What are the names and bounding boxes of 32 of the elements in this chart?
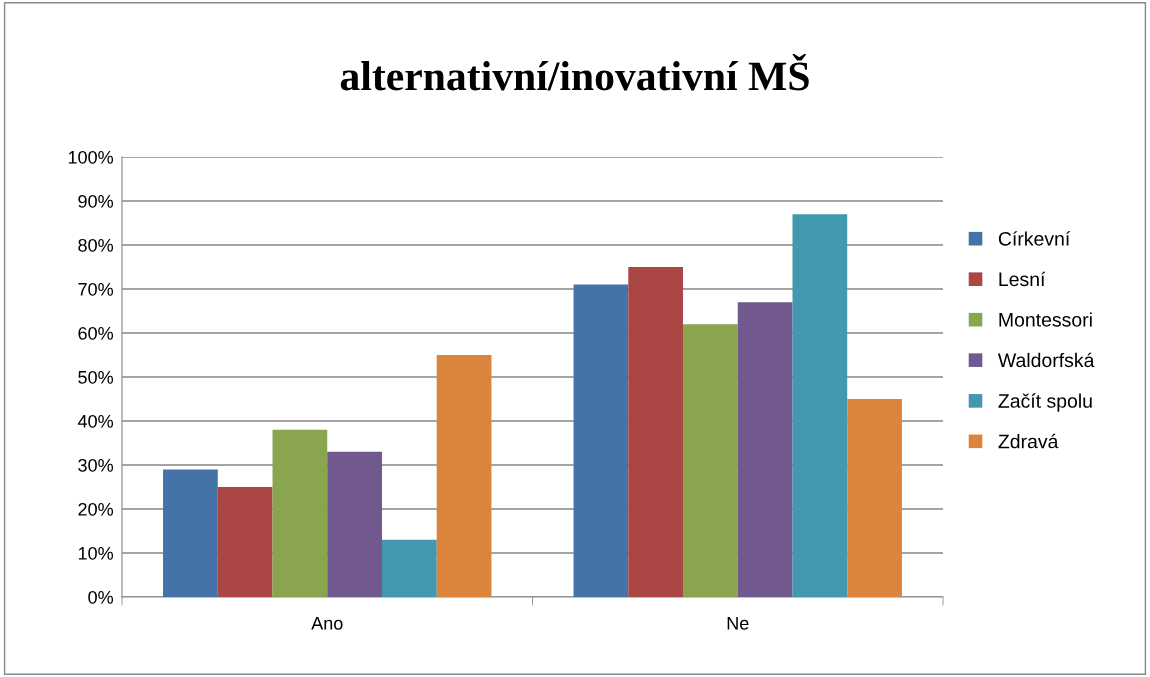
bar [272,429,328,597]
y-tick-label: 10% [78,546,114,560]
y-tick-label: 80% [78,238,114,252]
bar [327,451,382,597]
bar [381,539,437,597]
x-tick-label: Ne [727,617,749,630]
chart-title: alternativní/inovativní MŠ [340,53,809,91]
x-tick-label: Ano [311,617,343,630]
y-tick-label: 100% [68,150,114,164]
bar [683,324,738,597]
bar [573,284,629,597]
legend-label: Lesní [999,271,1046,287]
y-tick-label: 40% [77,414,114,428]
y-tick-label: 70% [78,282,114,296]
legend-label: Církevní [998,231,1071,246]
y-tick-label: 90% [78,194,114,208]
legend-label: Zdravá [998,433,1059,449]
y-tick-label: 60% [78,326,114,340]
legend-label: Montessori [999,312,1092,327]
bar [628,267,684,597]
bar [217,487,273,597]
y-tick-label: 30% [78,458,114,472]
legend-label: Začít spolu [998,393,1092,412]
bar [163,469,218,597]
bar [792,214,848,597]
legend-label: Waldorfská [997,352,1095,368]
y-tick-label: 0% [88,590,114,604]
bar [737,302,793,597]
bar [847,399,902,597]
y-tick-label: 50% [78,370,114,384]
y-tick-label: 20% [78,502,114,516]
bar [436,355,492,597]
